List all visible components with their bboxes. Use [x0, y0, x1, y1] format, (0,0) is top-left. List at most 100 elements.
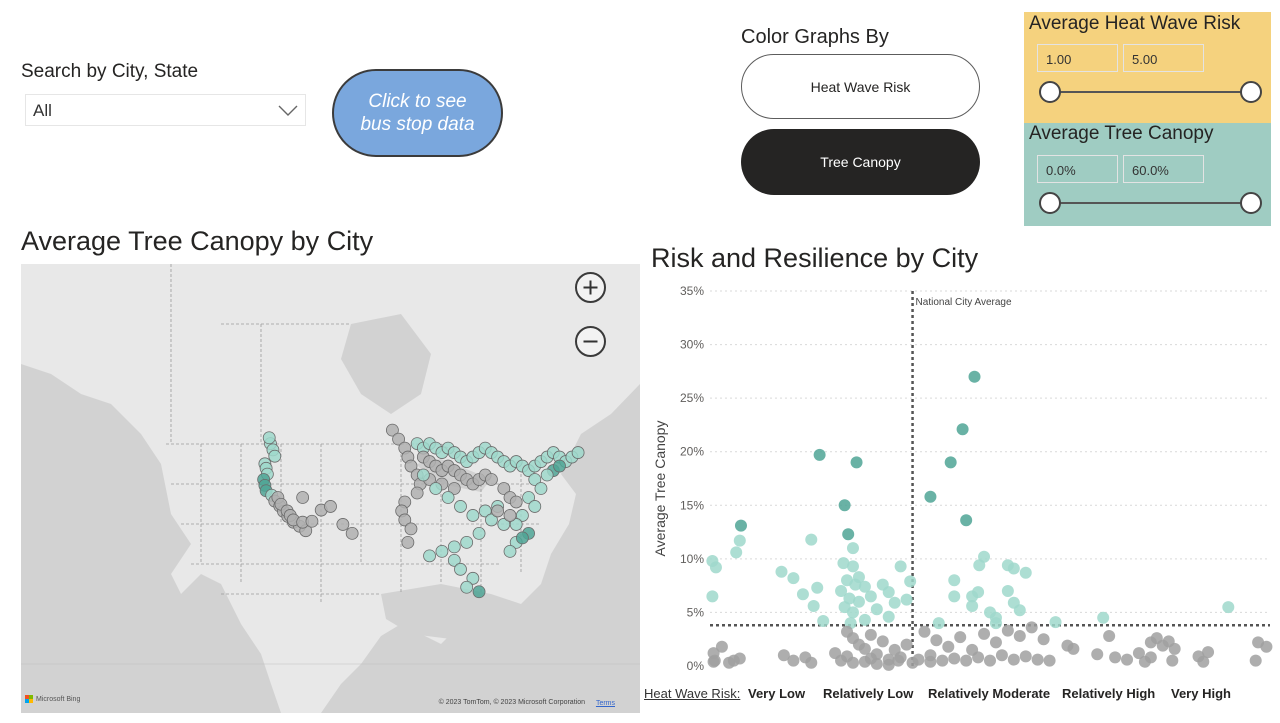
- bing-logo: Microsoft Bing: [25, 695, 80, 703]
- scatter-point: [888, 596, 901, 609]
- map-city-dot[interactable]: [460, 535, 474, 549]
- zoom-in-button[interactable]: [575, 272, 606, 303]
- city-map[interactable]: Microsoft Bing © 2023 TomTom, © 2023 Mic…: [21, 264, 640, 713]
- map-city-dot[interactable]: [447, 482, 461, 495]
- map-city-dot[interactable]: [571, 446, 585, 459]
- scatter-point: [805, 656, 818, 669]
- map-city-dot[interactable]: [522, 491, 535, 504]
- heat-slider-track[interactable]: [1050, 91, 1252, 93]
- bus-stop-data-button[interactable]: Click to see bus stop data: [332, 69, 503, 157]
- map-city-dot[interactable]: [324, 500, 337, 513]
- map-city-dot[interactable]: [460, 580, 474, 594]
- map-city-dot[interactable]: [528, 500, 542, 513]
- map-city-dot[interactable]: [447, 540, 461, 554]
- map-city-dot[interactable]: [485, 473, 498, 486]
- heat-max-handle[interactable]: [1240, 81, 1262, 103]
- tree-canopy-button[interactable]: Tree Canopy: [741, 129, 980, 195]
- map-terms-link[interactable]: Terms: [595, 700, 615, 707]
- tree-slicer-title: Average Tree Canopy: [1029, 123, 1214, 144]
- scatter-point: [811, 581, 824, 594]
- y-tick-label: 30%: [680, 338, 704, 352]
- map-city-dot[interactable]: [466, 509, 480, 522]
- map-city-dot[interactable]: [503, 544, 517, 558]
- map-city-dot[interactable]: [296, 491, 310, 504]
- map-city-dot[interactable]: [404, 522, 418, 536]
- scatter-point: [882, 586, 895, 599]
- map-city-dot[interactable]: [454, 500, 467, 513]
- map-city-dot[interactable]: [553, 459, 566, 473]
- map-city-dot[interactable]: [472, 526, 486, 540]
- y-axis-label: Average Tree Canopy: [652, 421, 668, 557]
- map-canvas[interactable]: [21, 264, 640, 713]
- map-city-dot[interactable]: [385, 423, 399, 437]
- map-city-dot[interactable]: [392, 432, 405, 446]
- scatter-point: [837, 557, 850, 570]
- map-city-dot[interactable]: [268, 449, 282, 463]
- map-city-dot[interactable]: [410, 486, 424, 500]
- y-tick-label: 10%: [680, 552, 704, 566]
- map-city-dot[interactable]: [503, 509, 517, 522]
- scatter-point: [989, 611, 1002, 624]
- scatter-point: [984, 654, 996, 667]
- x-axis-label[interactable]: Heat Wave Risk:: [644, 686, 741, 701]
- map-city-dot[interactable]: [305, 514, 319, 528]
- map-city-dot[interactable]: [345, 526, 359, 540]
- tree-min-input[interactable]: 0.0%: [1037, 155, 1118, 183]
- map-city-dot[interactable]: [401, 535, 415, 549]
- heat-min-handle[interactable]: [1039, 81, 1061, 103]
- tree-max-handle[interactable]: [1240, 192, 1262, 214]
- scatter-point: [864, 628, 877, 641]
- scatter-point: [850, 456, 863, 469]
- heat-slicer-title: Average Heat Wave Risk: [1029, 13, 1241, 34]
- scatter-point: [876, 635, 889, 648]
- map-city-dot[interactable]: [398, 513, 412, 527]
- scatter-point: [1197, 655, 1210, 668]
- scatter-point: [849, 578, 862, 591]
- scatter-points: [706, 370, 1273, 671]
- scatter-point: [944, 456, 957, 469]
- scatter-point: [733, 652, 746, 665]
- heat-wave-risk-button[interactable]: Heat Wave Risk: [741, 54, 980, 119]
- y-tick-labels: 0% 5% 10% 15% 20% 25% 30% 35%: [680, 284, 704, 673]
- map-city-dot[interactable]: [336, 518, 350, 531]
- tree-min-handle[interactable]: [1039, 192, 1061, 214]
- map-city-dot[interactable]: [466, 571, 480, 585]
- tree-slider-track[interactable]: [1050, 202, 1252, 204]
- scatter-point: [894, 560, 907, 573]
- map-city-dot[interactable]: [472, 585, 486, 599]
- north-america-land: [21, 264, 640, 713]
- map-city-dot[interactable]: [262, 431, 276, 445]
- map-city-dot[interactable]: [429, 482, 443, 495]
- map-city-dots: [257, 423, 585, 599]
- y-tick-label: 20%: [680, 445, 704, 459]
- scatter-point: [1121, 653, 1134, 666]
- map-city-dot[interactable]: [528, 473, 542, 486]
- map-city-dot[interactable]: [441, 491, 455, 504]
- map-city-dot[interactable]: [416, 468, 430, 482]
- map-city-dot[interactable]: [491, 504, 505, 518]
- tree-max-input[interactable]: 60.0%: [1123, 155, 1204, 183]
- scatter-point: [882, 610, 895, 623]
- map-city-dot[interactable]: [447, 553, 461, 567]
- map-city-dot[interactable]: [540, 468, 554, 482]
- map-city-dot[interactable]: [404, 459, 418, 473]
- map-city-dot[interactable]: [497, 482, 511, 495]
- x-tick-relatively-high: Relatively High: [1062, 686, 1156, 701]
- zoom-out-button[interactable]: [575, 326, 606, 357]
- heat-wave-risk-button-label: Heat Wave Risk: [810, 78, 911, 95]
- map-city-dot[interactable]: [509, 518, 523, 531]
- map-city-dot[interactable]: [485, 513, 498, 527]
- map-city-dot[interactable]: [435, 544, 449, 558]
- reference-lines: [710, 291, 1270, 666]
- map-city-dot[interactable]: [534, 482, 548, 495]
- scatter-point: [954, 631, 967, 644]
- risk-resilience-scatter: 0% 5% 10% 15% 20% 25% 30% 35% Average Tree Cano…: [652, 284, 1273, 673]
- map-city-dot[interactable]: [454, 562, 467, 576]
- map-city-dot[interactable]: [509, 495, 523, 509]
- map-city-dot[interactable]: [423, 549, 436, 563]
- heat-max-input[interactable]: 5.00: [1123, 44, 1204, 72]
- map-city-dot[interactable]: [515, 531, 529, 545]
- scatter-point: [864, 590, 877, 603]
- city-state-dropdown[interactable]: All: [25, 94, 306, 126]
- heat-min-input[interactable]: 1.00: [1037, 44, 1118, 72]
